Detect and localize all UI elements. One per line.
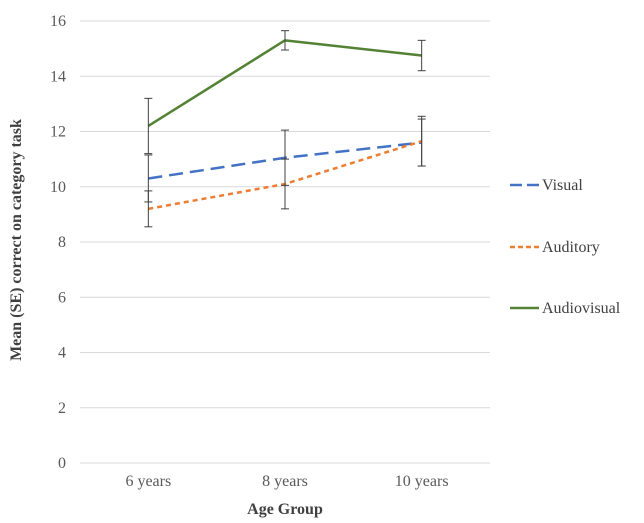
y-tick-label: 12 (50, 124, 66, 141)
y-tick-label: 16 (50, 13, 66, 30)
error-bar (281, 30, 289, 51)
y-axis-ticks: 0 2 4 6 8 10 12 14 16 (50, 13, 66, 472)
legend-label: Auditory (542, 239, 600, 256)
x-axis-ticks: 6 years 8 years 10 years (125, 473, 448, 490)
legend-item-auditory: Auditory (510, 239, 600, 256)
y-tick-label: 4 (58, 345, 66, 362)
legend-label: Visual (542, 177, 583, 194)
legend-label: Audiovisual (542, 300, 621, 317)
y-tick-label: 14 (50, 68, 66, 85)
gridlines (80, 20, 490, 464)
error-bars (144, 30, 426, 228)
y-tick-label: 6 (58, 289, 66, 306)
x-tick-label: 10 years (395, 473, 449, 490)
y-axis-title: Mean (SE) correct on category task (8, 119, 25, 361)
error-bar (144, 190, 153, 228)
series-line-audiovisual (147, 39, 422, 128)
error-bar (144, 97, 153, 155)
legend: Visual Auditory Audiovisual (510, 177, 621, 317)
error-bar (281, 158, 289, 210)
legend-item-visual: Visual (510, 177, 583, 194)
legend-item-audiovisual: Audiovisual (510, 300, 621, 317)
error-bar (417, 39, 426, 72)
x-tick-label: 6 years (125, 473, 171, 490)
x-tick-label: 8 years (262, 473, 308, 490)
y-tick-label: 10 (50, 179, 66, 196)
y-tick-label: 0 (58, 455, 66, 472)
y-tick-label: 8 (58, 234, 66, 251)
error-bar (417, 115, 426, 167)
y-tick-label: 2 (58, 400, 66, 417)
x-axis-title: Age Group (247, 501, 323, 518)
